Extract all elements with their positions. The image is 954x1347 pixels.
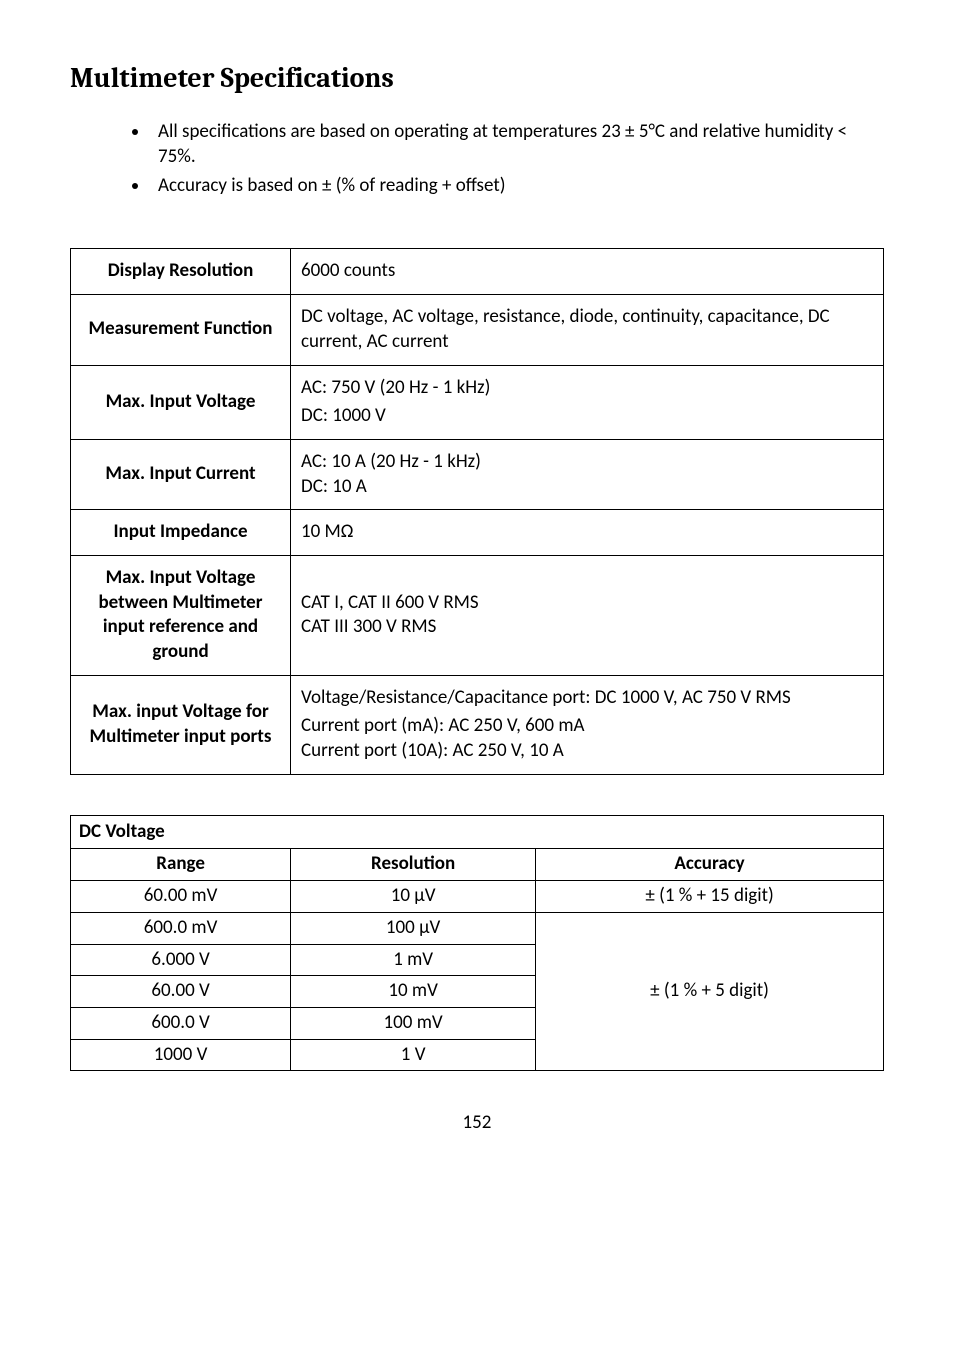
spec-line: CAT III 300 V RMS (301, 615, 873, 640)
dc-resolution: 1 V (291, 1039, 536, 1071)
spec-line: AC: 750 V (20 Hz - 1 kHz) (301, 376, 873, 401)
dc-header-resolution: Resolution (291, 849, 536, 881)
spec-line: CAT I, CAT II 600 V RMS (301, 591, 873, 616)
spec-line: Current port (10A): AC 250 V, 10 A (301, 739, 873, 764)
spec-value: 6000 counts (291, 249, 884, 295)
spec-line: DC: 10 A (301, 475, 873, 500)
dc-range: 600.0 V (71, 1007, 291, 1039)
page-number: 152 (70, 1111, 884, 1136)
dc-range: 60.00 mV (71, 881, 291, 913)
spec-value: AC: 10 A (20 Hz - 1 kHz) DC: 10 A (291, 439, 884, 509)
spec-line: DC: 1000 V (301, 404, 873, 429)
dc-resolution: 100 mV (291, 1007, 536, 1039)
specs-table: Display Resolution 6000 counts Measureme… (70, 248, 884, 774)
spec-value: AC: 750 V (20 Hz - 1 kHz) DC: 1000 V (291, 365, 884, 439)
dc-range: 60.00 V (71, 976, 291, 1008)
dc-header-range: Range (71, 849, 291, 881)
spec-label: Measurement Function (71, 295, 291, 365)
dc-resolution: 1 mV (291, 944, 536, 976)
note-item: All specifications are based on operatin… (150, 120, 884, 169)
dc-accuracy-group: ± (1 % + 5 digit) (536, 912, 884, 1070)
spec-value: 10 MΩ (291, 510, 884, 556)
spec-value: DC voltage, AC voltage, resistance, diod… (291, 295, 884, 365)
note-item: Accuracy is based on ± (% of reading + o… (150, 174, 884, 199)
dc-section-title: DC Voltage (71, 815, 884, 849)
dc-range: 600.0 mV (71, 912, 291, 944)
spec-line: AC: 10 A (20 Hz - 1 kHz) (301, 450, 873, 475)
dc-resolution: 100 µV (291, 912, 536, 944)
dc-resolution: 10 µV (291, 881, 536, 913)
spec-label: Display Resolution (71, 249, 291, 295)
spec-label: Max. input Voltage for Multimeter input … (71, 675, 291, 774)
spec-line: Current port (mA): AC 250 V, 600 mA (301, 714, 873, 739)
spec-line: Voltage/Resistance/Capacitance port: DC … (301, 686, 873, 711)
spec-label: Max. Input Voltage (71, 365, 291, 439)
dc-voltage-table: DC Voltage Range Resolution Accuracy 60.… (70, 815, 884, 1072)
dc-range: 6.000 V (71, 944, 291, 976)
spec-value: CAT I, CAT II 600 V RMS CAT III 300 V RM… (291, 555, 884, 675)
spec-value: Voltage/Resistance/Capacitance port: DC … (291, 675, 884, 774)
dc-range: 1000 V (71, 1039, 291, 1071)
notes-list: All specifications are based on operatin… (70, 120, 884, 198)
dc-header-accuracy: Accuracy (536, 849, 884, 881)
spec-label: Max. Input Voltage between Multimeter in… (71, 555, 291, 675)
page-title: Multimeter Specifications (70, 60, 884, 96)
spec-label: Input Impedance (71, 510, 291, 556)
dc-accuracy: ± (1 % + 15 digit) (536, 881, 884, 913)
dc-resolution: 10 mV (291, 976, 536, 1008)
spec-label: Max. Input Current (71, 439, 291, 509)
